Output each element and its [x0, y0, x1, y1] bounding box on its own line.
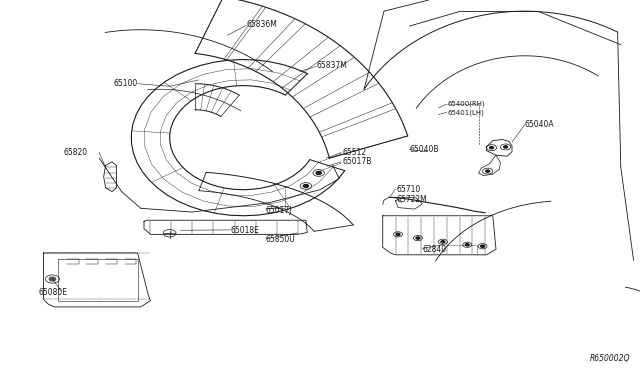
Circle shape: [441, 241, 445, 243]
Circle shape: [486, 170, 490, 172]
Circle shape: [303, 185, 308, 187]
Text: 65401(LH): 65401(LH): [448, 109, 485, 116]
Text: 65512: 65512: [342, 148, 367, 157]
Circle shape: [481, 245, 484, 247]
Circle shape: [504, 146, 508, 148]
Text: 65017B: 65017B: [342, 157, 372, 166]
Text: 65836M: 65836M: [246, 20, 277, 29]
Text: 65018E: 65018E: [230, 226, 259, 235]
Circle shape: [416, 237, 420, 239]
Text: R650002Q: R650002Q: [590, 354, 630, 363]
Text: 65040A: 65040A: [525, 120, 554, 129]
Text: 65400(RH): 65400(RH): [448, 101, 486, 108]
Text: 65820: 65820: [64, 148, 88, 157]
Circle shape: [396, 233, 400, 235]
Circle shape: [49, 277, 56, 281]
Circle shape: [465, 244, 469, 246]
Text: 65722M: 65722M: [397, 195, 428, 203]
Circle shape: [316, 171, 321, 174]
Text: 65710: 65710: [397, 185, 421, 194]
Text: 65040B: 65040B: [410, 145, 439, 154]
Text: 65837M: 65837M: [317, 61, 348, 70]
Text: 65017J: 65017J: [266, 206, 292, 215]
Text: 65850U: 65850U: [266, 235, 295, 244]
Text: 65100: 65100: [113, 79, 138, 88]
Text: 65080E: 65080E: [38, 288, 67, 296]
Circle shape: [490, 147, 493, 149]
Text: 62840: 62840: [422, 245, 447, 254]
